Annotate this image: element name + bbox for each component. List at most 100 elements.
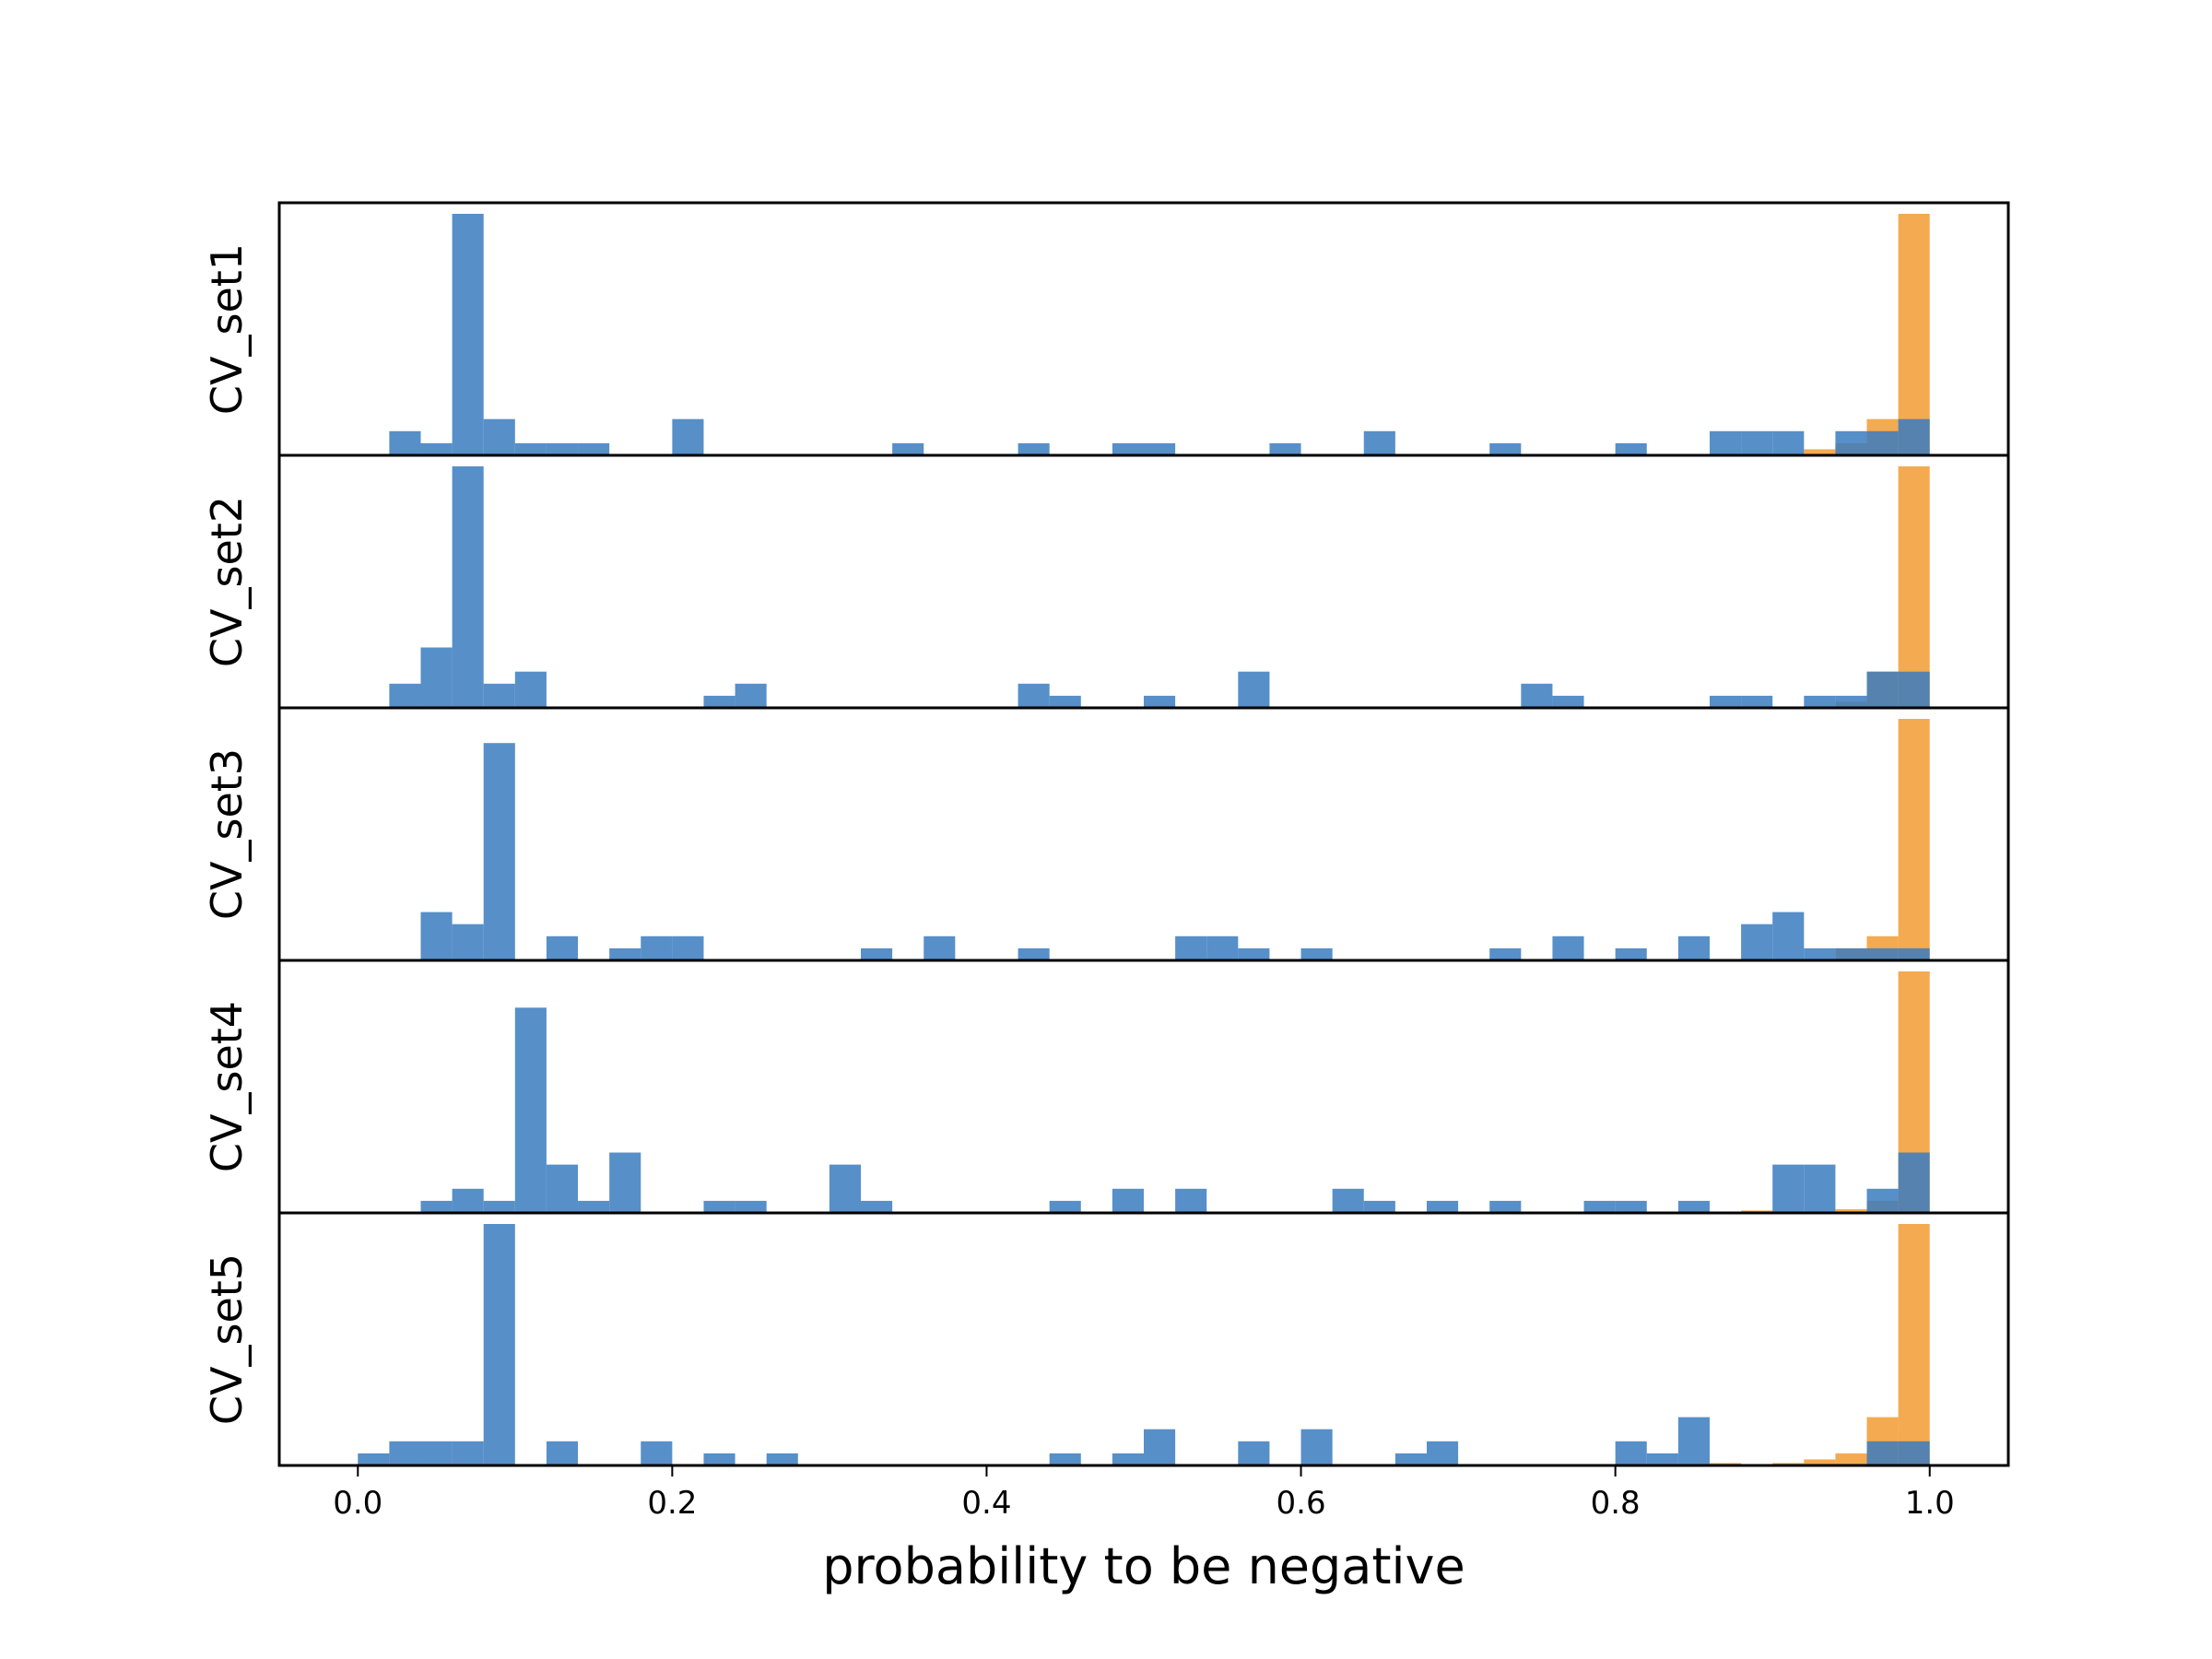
bars-layer [358, 214, 1930, 1465]
blue-bar [1898, 1152, 1930, 1213]
blue-bar [1144, 695, 1176, 708]
blue-bar [829, 1164, 862, 1213]
blue-bar [420, 1441, 453, 1465]
blue-bar [420, 442, 453, 455]
panel-frame [277, 706, 2010, 962]
blue-bar [514, 1007, 547, 1213]
blue-bar [389, 1441, 421, 1465]
blue-bar [514, 671, 547, 708]
x-tick-label: 0.2 [647, 1485, 697, 1522]
blue-bar [1175, 935, 1207, 960]
blue-bar [1552, 935, 1584, 960]
blue-bar [1898, 418, 1930, 455]
blue-bar [1709, 695, 1742, 708]
x-tick-label: 1.0 [1905, 1485, 1955, 1522]
blue-bar [1112, 1188, 1144, 1213]
blue-bar [1018, 947, 1050, 960]
x-tick-label: 0.0 [333, 1485, 382, 1522]
blue-bar [1049, 1453, 1081, 1465]
blue-bar [892, 442, 924, 455]
blue-bar [1741, 924, 1773, 960]
blue-bar [1835, 947, 1867, 960]
panel-label: CV_set5 [202, 1253, 252, 1425]
blue-bar [703, 1453, 735, 1465]
blue-bar [672, 935, 704, 960]
blue-bar [641, 935, 673, 960]
panel-label: CV_set3 [202, 748, 252, 920]
blue-bar [1804, 947, 1836, 960]
blue-bar [735, 683, 767, 708]
blue-bar [1898, 671, 1930, 708]
blue-bar [483, 683, 515, 708]
blue-bar [1552, 695, 1584, 708]
blue-bar [1144, 1429, 1176, 1465]
blue-bar [1866, 1188, 1899, 1213]
blue-bar [1363, 1200, 1395, 1213]
blue-bar [420, 912, 453, 960]
orange-bar [1835, 1453, 1867, 1465]
blue-bar [1866, 947, 1899, 960]
panel-label: CV_set1 [202, 243, 252, 415]
blue-bar [703, 1200, 735, 1213]
orange-bar [1804, 449, 1836, 455]
panel-label: CV_set2 [202, 496, 252, 667]
x-axis-ticks: 0.0 0.2 0.4 0.6 0.8 1.0 [333, 1465, 1955, 1522]
blue-bar [1300, 947, 1333, 960]
blue-bar [389, 430, 421, 455]
blue-bar [1615, 442, 1647, 455]
blue-bar [861, 1200, 893, 1213]
blue-bar [1866, 671, 1899, 708]
orange-bar [1898, 1224, 1930, 1465]
blue-bar [1677, 1417, 1710, 1465]
blue-bar [1238, 1441, 1270, 1465]
blue-bar [452, 1441, 484, 1465]
blue-bar [609, 947, 641, 960]
blue-bar [1049, 695, 1081, 708]
blue-bar [1866, 430, 1899, 455]
blue-bar [420, 1200, 453, 1213]
blue-bar [546, 1164, 579, 1213]
blue-bar [1898, 1441, 1930, 1465]
blue-bar [389, 683, 421, 708]
blue-bar [1615, 1200, 1647, 1213]
blue-bar [1615, 947, 1647, 960]
blue-bar [578, 1200, 610, 1213]
blue-bar [483, 418, 515, 455]
blue-bar [641, 1441, 673, 1465]
blue-bar [735, 1200, 767, 1213]
blue-bar [1677, 935, 1710, 960]
orange-bar [1898, 466, 1930, 708]
panel-3 [420, 719, 1930, 960]
x-tick-label: 0.4 [961, 1485, 1011, 1522]
blue-bar [1866, 1441, 1899, 1465]
blue-bar [1804, 695, 1836, 708]
blue-bar [1269, 442, 1301, 455]
blue-bar [1300, 1429, 1333, 1465]
blue-bar [1426, 1441, 1459, 1465]
blue-bar [1615, 1441, 1647, 1465]
blue-bar [420, 647, 453, 708]
orange-bar [1835, 1209, 1867, 1213]
blue-bar [1018, 442, 1050, 455]
blue-bar [1835, 430, 1867, 455]
blue-bar [578, 442, 610, 455]
x-axis-title: probability to be negative [822, 1537, 1465, 1595]
blue-bar [1426, 1200, 1459, 1213]
blue-bar [1394, 1453, 1427, 1465]
blue-bar [861, 947, 893, 960]
blue-bar [1772, 912, 1805, 960]
blue-bar [514, 442, 547, 455]
panel-1 [389, 214, 1930, 455]
blue-bar [1772, 430, 1805, 455]
panel-frames [277, 201, 2010, 1467]
blue-bar [1835, 695, 1867, 708]
panel-frame [277, 1211, 2010, 1467]
blue-bar [546, 1441, 579, 1465]
blue-bar [483, 1224, 515, 1465]
blue-bar [1741, 430, 1773, 455]
blue-bar [1489, 1200, 1522, 1213]
blue-bar [546, 935, 579, 960]
orange-bar [1898, 719, 1930, 960]
